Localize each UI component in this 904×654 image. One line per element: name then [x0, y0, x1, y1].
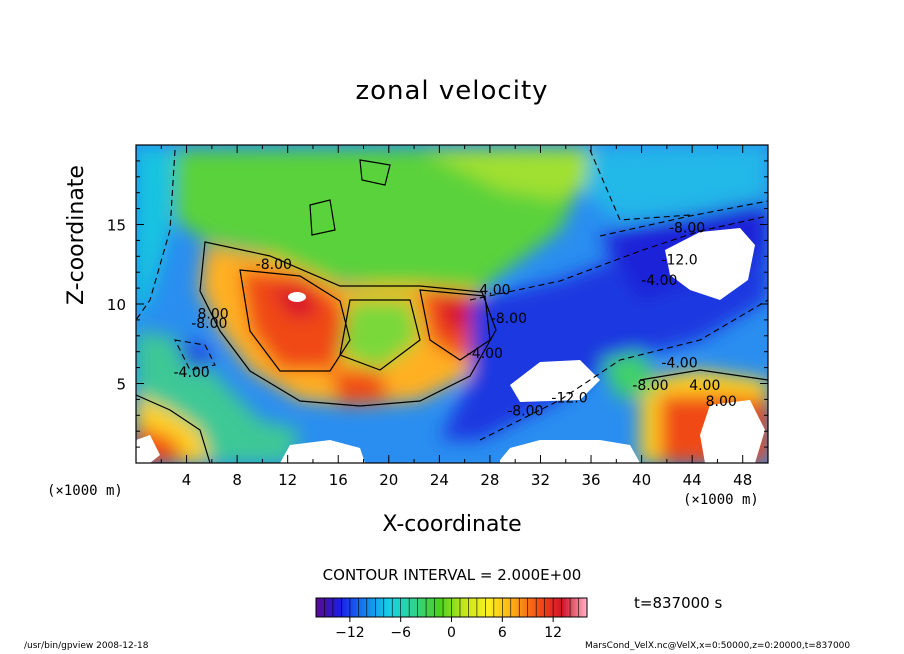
- contour-label: -4.00: [467, 346, 503, 362]
- contour-label: -12.0: [551, 391, 587, 407]
- contour-interval-label: CONTOUR INTERVAL = 2.000E+00: [322, 566, 582, 584]
- x-axis-unit: (×1000 m): [683, 492, 759, 508]
- x-tick-label: 28: [480, 471, 499, 489]
- time-label: t=837000 s: [634, 594, 723, 612]
- colorbar-tick-label: −6: [390, 625, 411, 641]
- x-tick-label: 32: [531, 471, 550, 489]
- contour-label: -4.00: [641, 273, 677, 289]
- x-axis: 4 8 12 16 20 24 28 32 36 40 44 48: [160, 145, 752, 489]
- contour-label: -4.00: [173, 365, 209, 381]
- x-tick-label: 4: [182, 471, 192, 489]
- y-tick-label: 10: [107, 296, 126, 314]
- chart-title: zonal velocity: [355, 76, 549, 106]
- contour-label: 4.00: [689, 378, 720, 394]
- x-axis-label: X-coordinate: [382, 512, 522, 537]
- colorbar-tick-label: −12: [335, 625, 365, 641]
- contour-labels: -8.008.00-8.00-4.004.00-8.00-4.00-8.00-1…: [173, 220, 736, 419]
- x-tick-label: 36: [581, 471, 600, 489]
- contour-label: -8.00: [669, 220, 705, 236]
- colorbar-frame: [315, 597, 588, 618]
- colorbar: −12 −6 0 6 12: [315, 597, 588, 641]
- footer-source: MarsCond_VelX.nc@VelX,x=0:50000,z=0:2000…: [585, 641, 851, 651]
- contour-label: -8.00: [191, 316, 227, 332]
- y-tick-label: 5: [116, 376, 126, 394]
- contour-label: -8.00: [256, 257, 292, 273]
- x-tick-label: 24: [430, 471, 449, 489]
- contour-label: -8.00: [632, 378, 668, 394]
- x-tick-label: 16: [329, 471, 348, 489]
- z-axis-unit: (×1000 m): [47, 483, 123, 499]
- colorbar-tick-label: 6: [498, 625, 507, 641]
- contour-label: -12.0: [661, 252, 697, 268]
- y-tick-label: 15: [107, 217, 126, 235]
- contour-label: -4.00: [661, 356, 697, 372]
- velocity-field: [136, 145, 768, 463]
- footer-command: /usr/bin/gpview 2008-12-18: [24, 641, 149, 651]
- contour-label: -8.00: [491, 311, 527, 327]
- contour-label: 4.00: [479, 282, 510, 298]
- colorbar-tick-label: 0: [447, 625, 456, 641]
- x-tick-label: 48: [733, 471, 752, 489]
- contour-label: 8.00: [706, 394, 737, 410]
- x-tick-label: 40: [632, 471, 651, 489]
- x-tick-label: 8: [232, 471, 242, 489]
- contour-label: -8.00: [507, 403, 543, 419]
- colorbar-tick-label: 12: [544, 625, 562, 641]
- x-tick-label: 12: [278, 471, 297, 489]
- y-axis: 5 10 15: [107, 160, 768, 448]
- x-tick-label: 44: [683, 471, 702, 489]
- x-tick-label: 20: [379, 471, 398, 489]
- contour-label: 8.00: [198, 306, 229, 322]
